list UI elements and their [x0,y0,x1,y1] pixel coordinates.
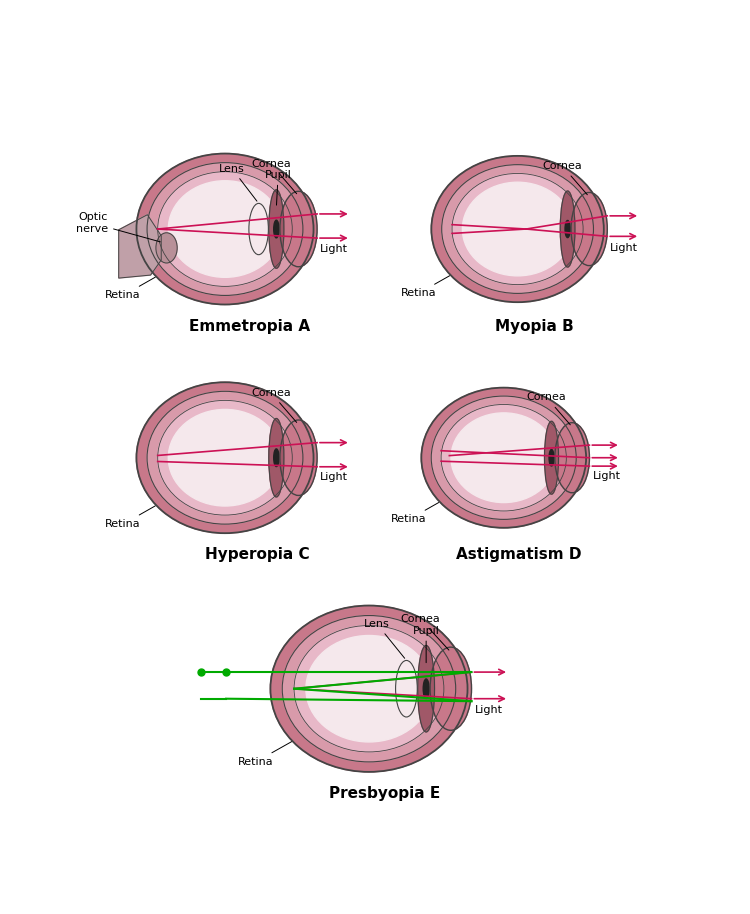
Ellipse shape [268,419,284,497]
Ellipse shape [430,647,472,730]
Ellipse shape [441,405,566,511]
Text: Retina: Retina [238,741,292,767]
Ellipse shape [431,396,576,519]
Text: Retina: Retina [105,277,155,301]
Ellipse shape [136,382,314,533]
Text: Myopia B: Myopia B [495,319,574,335]
Text: Light: Light [592,471,620,481]
Ellipse shape [268,190,284,269]
Ellipse shape [136,154,314,304]
Ellipse shape [280,191,317,267]
Text: Astigmatism D: Astigmatism D [456,547,582,562]
Ellipse shape [147,163,303,295]
Ellipse shape [555,422,590,493]
Ellipse shape [274,220,279,238]
Text: Hyperopia C: Hyperopia C [205,547,310,562]
Polygon shape [118,215,161,278]
Ellipse shape [463,182,573,276]
Ellipse shape [418,645,434,732]
Text: Cornea: Cornea [251,159,297,194]
Ellipse shape [442,165,593,293]
Text: Light: Light [320,473,348,483]
Ellipse shape [431,156,604,303]
Ellipse shape [280,420,317,495]
Text: Cornea: Cornea [400,614,449,650]
Text: Cornea: Cornea [526,392,570,425]
Ellipse shape [306,635,432,742]
Text: Lens: Lens [219,164,257,201]
Ellipse shape [549,450,554,466]
Text: Retina: Retina [105,505,155,529]
Ellipse shape [565,220,570,238]
Text: Cornea: Cornea [542,161,587,195]
Text: Retina: Retina [400,276,450,298]
Text: Retina: Retina [392,503,439,525]
Ellipse shape [158,172,292,286]
Ellipse shape [168,181,282,277]
Ellipse shape [147,391,303,524]
Ellipse shape [282,615,456,762]
Text: Optic
nerve: Optic nerve [76,212,160,242]
Ellipse shape [274,449,279,466]
Ellipse shape [560,191,575,267]
Text: Emmetropia A: Emmetropia A [189,319,310,335]
Text: Lens: Lens [364,619,405,658]
Ellipse shape [249,204,268,255]
Ellipse shape [452,174,584,284]
Ellipse shape [451,413,556,503]
Ellipse shape [544,421,559,494]
Ellipse shape [571,193,608,266]
Ellipse shape [423,679,429,698]
Ellipse shape [168,409,282,506]
Ellipse shape [156,233,177,263]
Ellipse shape [294,625,444,752]
Text: Cornea: Cornea [251,388,297,422]
Ellipse shape [422,388,586,527]
Ellipse shape [271,606,467,772]
Text: Presbyopia E: Presbyopia E [328,786,440,801]
Text: Pupil: Pupil [413,625,440,663]
Text: Light: Light [320,244,348,254]
Ellipse shape [158,400,292,515]
Text: Light: Light [610,243,638,253]
Ellipse shape [395,661,417,717]
Text: Pupil: Pupil [265,170,292,205]
Text: Light: Light [475,706,502,716]
